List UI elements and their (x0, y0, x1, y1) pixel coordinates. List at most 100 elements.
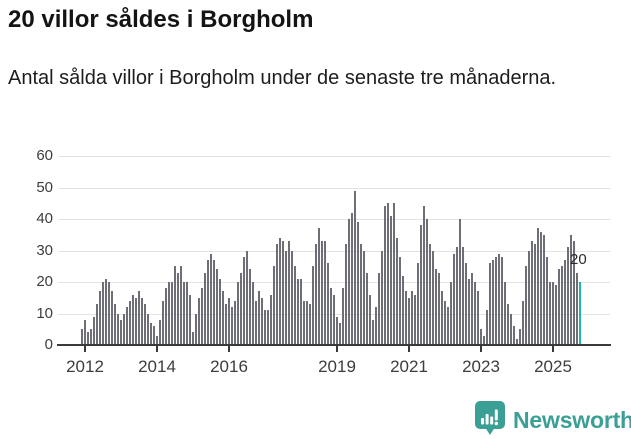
bar (333, 294, 335, 345)
gridline-20 (58, 282, 610, 283)
bar (402, 275, 404, 345)
bar (327, 263, 329, 345)
bar (135, 297, 137, 345)
bar (495, 256, 497, 345)
bar (504, 282, 506, 345)
bar (345, 244, 347, 345)
bar (573, 241, 575, 345)
y-axis-label: 0 (44, 336, 53, 353)
bar (480, 329, 482, 345)
bar (111, 291, 113, 345)
bar (186, 282, 188, 345)
bar (132, 294, 134, 345)
bar (444, 300, 446, 345)
bar (474, 282, 476, 345)
y-axis-label: 30 (36, 241, 53, 259)
x-tick-mark (228, 346, 230, 352)
bar (219, 278, 221, 345)
bar (414, 294, 416, 345)
bar (528, 250, 530, 345)
bar (228, 297, 230, 345)
y-axis-label: 60 (36, 147, 53, 164)
bar (516, 338, 518, 345)
bar (234, 300, 236, 345)
bar (273, 266, 275, 345)
bar (264, 310, 266, 345)
x-tick-mark (336, 346, 338, 352)
bar (129, 300, 131, 345)
bar (312, 266, 314, 345)
bar (570, 234, 572, 345)
bar (441, 291, 443, 345)
bar (432, 250, 434, 345)
bar (276, 244, 278, 345)
bar (267, 310, 269, 345)
bar (408, 297, 410, 345)
bar (177, 272, 179, 345)
bar (243, 256, 245, 345)
bar (201, 288, 203, 345)
x-tick-mark (156, 346, 158, 352)
bar (309, 304, 311, 345)
bar (150, 322, 152, 345)
bar (510, 313, 512, 345)
bar (456, 247, 458, 345)
bar (522, 300, 524, 345)
bar (540, 231, 542, 345)
bar (252, 282, 254, 345)
bar (99, 291, 101, 345)
bar (471, 272, 473, 345)
sales-bar-chart: 0 10 20 30 40 50 60 2012 2014 2016 2019 2021 2023 202… (36, 147, 611, 376)
brand-name: Newsworthy (513, 407, 631, 433)
bar (459, 219, 461, 345)
bar (291, 250, 293, 345)
gridline-40 (58, 219, 610, 220)
y-axis-label: 50 (36, 178, 53, 196)
gridline-60 (58, 156, 610, 157)
bar (405, 291, 407, 345)
bar (237, 282, 239, 345)
bar (558, 269, 560, 345)
bar (204, 272, 206, 345)
bar (210, 253, 212, 345)
bar (420, 225, 422, 345)
bar (552, 282, 554, 345)
bar (417, 263, 419, 345)
bar (126, 307, 128, 345)
bar (171, 282, 173, 345)
bar (555, 285, 557, 345)
bar (342, 288, 344, 345)
x-axis-label: 2012 (66, 357, 104, 376)
bar (315, 244, 317, 345)
bar (513, 326, 515, 345)
bar-chart-speech-bubble-icon (475, 401, 505, 439)
x-tick-mark (84, 346, 86, 352)
bar (369, 294, 371, 345)
bar (270, 294, 272, 345)
bar (375, 307, 377, 345)
bar (507, 304, 509, 345)
bar (381, 250, 383, 345)
bar (138, 291, 140, 345)
bar (348, 219, 350, 345)
bar (231, 307, 233, 345)
bar (216, 269, 218, 345)
bar (324, 241, 326, 345)
highlighted-bar (579, 282, 581, 345)
bar (372, 319, 374, 345)
bar (159, 319, 161, 345)
newsworthy-logo[interactable]: Newsworthy (475, 401, 631, 439)
highlight-value-label: 20 (570, 251, 587, 268)
bar (165, 288, 167, 345)
bar (222, 291, 224, 345)
x-axis-label: 2023 (462, 357, 500, 376)
bar (543, 234, 545, 345)
bar (354, 190, 356, 345)
bar (93, 316, 95, 345)
x-tick-mark (480, 346, 482, 352)
bar (258, 291, 260, 345)
bar (195, 313, 197, 345)
bar (288, 241, 290, 345)
bar (168, 282, 170, 345)
